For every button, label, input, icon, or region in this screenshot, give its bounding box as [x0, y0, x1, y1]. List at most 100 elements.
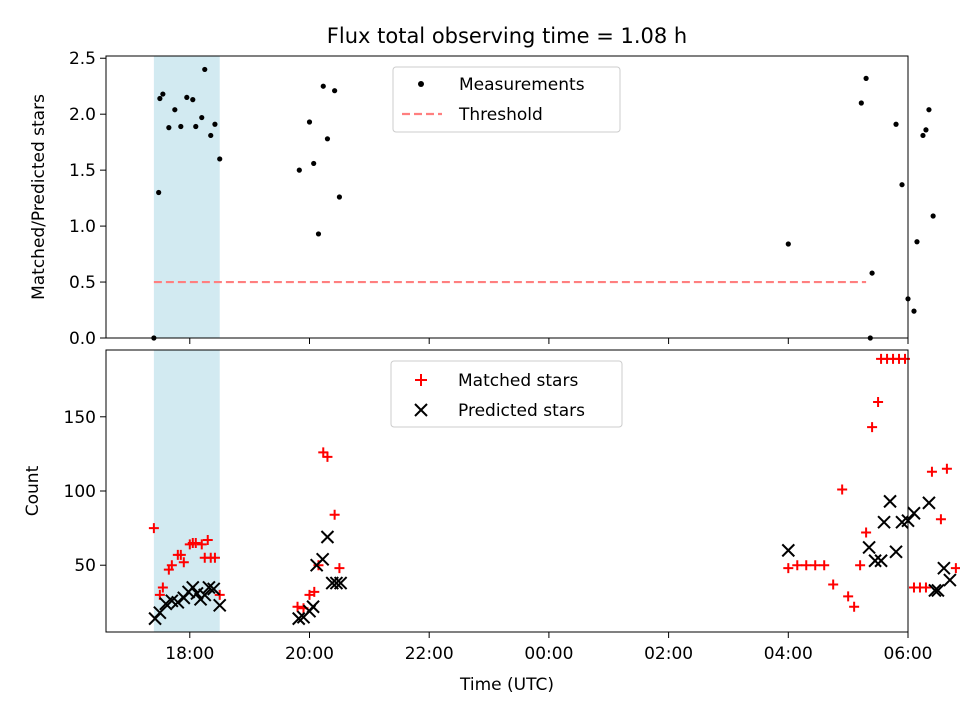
matched-star-point: [322, 451, 333, 462]
x-tick-label: 20:00: [285, 644, 334, 664]
measurement-point: [923, 127, 929, 133]
y-tick-label: 50: [74, 556, 96, 576]
predicted-star-point: [883, 494, 897, 509]
measurement-point: [190, 97, 196, 103]
measurement-point: [212, 121, 218, 127]
y-tick-label: 2.5: [69, 49, 96, 69]
predicted-star-point: [202, 580, 216, 595]
matched-star-point: [920, 582, 931, 593]
top-legend: Measurements Threshold: [392, 66, 621, 133]
predicted-star-point: [937, 561, 951, 575]
axes-frame: [105, 349, 909, 633]
predicted-star-point: [862, 540, 876, 555]
x-tick-label: 06:00: [884, 644, 933, 664]
measurement-point: [199, 114, 205, 121]
measurement-point: [920, 132, 926, 139]
predicted-star-point: [928, 583, 942, 598]
matched-star-point: [935, 514, 946, 525]
matched-star-point: [801, 560, 812, 571]
measurement-point: [315, 231, 322, 237]
legend-predicted-label: Predicted stars: [458, 401, 585, 421]
predicted-star-point: [171, 595, 185, 610]
matched-star-point: [196, 539, 207, 550]
matched-star-point: [334, 563, 345, 574]
measurement-point: [202, 66, 208, 73]
predicted-star-point: [922, 496, 936, 510]
matched-star-point: [309, 586, 320, 597]
matched-star-point: [175, 549, 186, 560]
top-legend-box: [392, 66, 621, 133]
measurement-point: [858, 100, 864, 106]
predicted-star-point: [198, 588, 212, 602]
matched-star-point: [792, 560, 803, 571]
bottom-legend-box: [390, 360, 623, 428]
measurement-point: [320, 83, 326, 89]
x-tick-label: 00:00: [524, 644, 573, 664]
predicted-star-point: [931, 583, 945, 598]
predicted-star-point: [889, 545, 903, 559]
bottom-y-axis-label: Count: [23, 465, 43, 516]
measurement-point: [160, 91, 166, 97]
matched-star-point: [209, 552, 220, 563]
predicted-star-point: [320, 530, 335, 544]
measurement-point: [306, 119, 313, 125]
measurement-point: [785, 241, 791, 247]
measurement-point: [311, 160, 317, 167]
predicted-star-point: [213, 598, 227, 612]
y-tick-label: 0.0: [69, 329, 96, 349]
y-tick-label: 100: [64, 482, 96, 502]
measurement-point: [296, 167, 302, 173]
predicted-legend-marker: [414, 403, 428, 417]
predicted-star-point: [943, 573, 957, 587]
top-y-axis-label: Matched/Predicted stars: [29, 94, 49, 300]
predicted-star-point: [329, 576, 344, 590]
predicted-star-point: [153, 605, 167, 620]
matched-star-point: [843, 591, 854, 602]
measurement-point: [930, 213, 936, 219]
matched-star-point: [178, 557, 189, 568]
x-axis-label: Time (UTC): [459, 675, 554, 695]
axes-frame: [105, 55, 909, 339]
measurement-point: [332, 88, 338, 94]
y-tick-label: 2.0: [69, 105, 96, 125]
measurement-point: [863, 75, 869, 81]
bottom-legend: Matched stars Predicted stars: [390, 360, 623, 428]
matched-star-point: [148, 523, 159, 534]
measurement-point: [178, 123, 184, 130]
predicted-star-point: [877, 515, 891, 529]
predicted-star-point: [315, 552, 330, 566]
top-panel: 0.0 0.5 1.0 1.5 2.0 2.5: [69, 49, 936, 349]
predicted-star-point: [306, 600, 320, 614]
y-tick-label: 1.5: [69, 161, 96, 181]
matched-star-point: [900, 353, 911, 364]
measurement-point: [893, 121, 899, 127]
matched-star-point: [202, 534, 213, 545]
matched-star-point: [292, 601, 303, 612]
matched-star-point: [329, 509, 340, 520]
matched-star-point: [950, 563, 960, 574]
measurement-point: [172, 107, 178, 113]
measurement-point: [324, 136, 331, 142]
measurement-point: [911, 308, 917, 314]
measurements-legend-marker: [418, 81, 424, 87]
measurement-point: [157, 95, 163, 102]
matched-star-point: [855, 560, 866, 571]
measurement-point: [184, 94, 190, 101]
matched-star-point: [926, 466, 937, 477]
measurement-point: [208, 132, 214, 139]
matched-star-point: [828, 579, 839, 590]
legend-measurements-label: Measurements: [459, 75, 585, 95]
x-tick-label: 04:00: [764, 644, 813, 664]
bottom-panel: 50 100 150 18:00 20:00 22:00 00:00 02:00 04:00 06…: [64, 349, 960, 664]
y-tick-label: 0.5: [69, 273, 96, 293]
x-tick-label: 18:00: [165, 644, 214, 664]
matched-star-point: [941, 463, 952, 474]
matched-star-point: [810, 560, 821, 571]
matched-star-point: [837, 484, 848, 495]
matched-star-point: [783, 563, 794, 574]
y-tick-label: 1.0: [69, 217, 96, 237]
measurement-point: [899, 182, 905, 188]
predicted-star-point: [907, 506, 921, 520]
matched-star-point: [190, 537, 201, 548]
